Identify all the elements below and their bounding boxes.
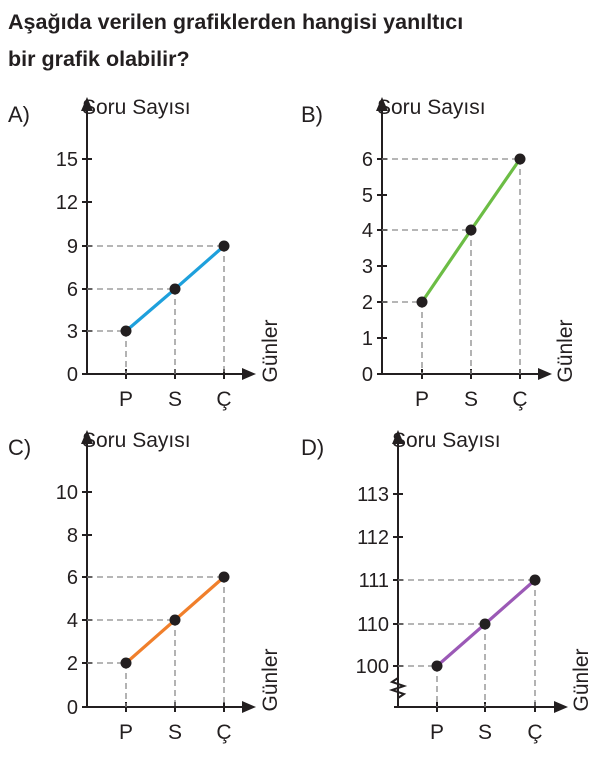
chart-d-y-axis-arrow xyxy=(392,430,404,444)
chart-d-x-tick-label: P xyxy=(430,721,444,744)
chart-c-option-label: C) xyxy=(8,435,31,460)
chart-c-x-axis-arrow xyxy=(242,701,256,713)
chart-d-x-axis-arrow xyxy=(554,701,568,713)
chart-d-x-tick-label: S xyxy=(478,721,492,744)
chart-d-x-tick-label: Ç xyxy=(527,721,542,744)
chart-d-y-tick-label: 110 xyxy=(357,614,389,636)
chart-c-data-point xyxy=(218,571,230,583)
chart-a-x-tick-label: P xyxy=(119,388,133,411)
chart-c-y-tick-label: 4 xyxy=(67,610,78,632)
chart-b-option-label: B) xyxy=(301,102,323,127)
chart-b-x-tick-label: S xyxy=(464,388,478,411)
chart-c-y-tick-label: 6 xyxy=(67,567,78,589)
chart-c-ylabel: Soru Sayısı xyxy=(82,429,191,452)
chart-c-y-tick-label: 2 xyxy=(67,653,78,675)
chart-c-xlabel: Günler xyxy=(259,648,282,711)
chart-a-ylabel: Soru Sayısı xyxy=(82,96,191,119)
chart-b-x-tick-label: Ç xyxy=(512,388,527,411)
chart-a-y-tick-label: 6 xyxy=(67,279,78,301)
chart-d-data-point xyxy=(479,618,491,630)
chart-c-y-axis-arrow xyxy=(81,430,93,444)
chart-d-data-point xyxy=(431,660,443,672)
chart-d-xlabel: Günler xyxy=(570,648,593,711)
chart-b-y-axis-arrow xyxy=(376,97,388,111)
chart-b-x-tick-label: P xyxy=(415,388,429,411)
chart-a-y-tick-label: 15 xyxy=(56,149,78,171)
chart-a-option-label: A) xyxy=(8,102,30,127)
question-line-2: bir grafik olabilir? xyxy=(8,47,190,71)
question-line-1: Aşağıda verilen grafiklerden hangisi yan… xyxy=(8,10,464,34)
chart-b-data-point xyxy=(465,224,477,236)
chart-b-ylabel: Soru Sayısı xyxy=(377,96,486,119)
chart-b-x-axis-arrow xyxy=(538,368,552,380)
chart-d-y-tick-label: 112 xyxy=(357,527,389,549)
chart-a-y-tick-label: 3 xyxy=(67,321,78,343)
chart-a-data-point xyxy=(120,325,132,337)
chart-b-y-tick-label: 1 xyxy=(362,328,373,350)
chart-c-y-tick-label: 0 xyxy=(67,697,78,719)
chart-b-data-point xyxy=(416,296,428,308)
chart-b-y-tick-label: 6 xyxy=(362,149,373,171)
chart-a-data-point xyxy=(169,283,181,295)
chart-d-ylabel: Soru Sayısı xyxy=(392,429,501,452)
chart-b-y-tick-label: 4 xyxy=(362,220,373,242)
chart-c-x-tick-label: S xyxy=(168,721,182,744)
chart-a-y-axis-arrow xyxy=(81,97,93,111)
chart-a-x-tick-label: S xyxy=(168,388,182,411)
chart-c-x-tick-label: Ç xyxy=(216,721,231,744)
chart-d-y-tick-label: 113 xyxy=(357,484,389,506)
chart-d-option-label: D) xyxy=(301,435,324,460)
chart-a-x-axis-arrow xyxy=(242,368,256,380)
chart-a-x-tick-label: Ç xyxy=(216,388,231,411)
chart-a-data-point xyxy=(218,240,230,252)
chart-d-y-tick-label: 111 xyxy=(359,570,389,592)
chart-a-y-tick-label: 12 xyxy=(56,192,78,214)
chart-b-data-point xyxy=(514,153,526,165)
chart-c-data-point xyxy=(120,657,132,669)
question-text: Aşağıda verilen grafiklerden hangisi yan… xyxy=(8,4,606,78)
chart-b-y-tick-label: 2 xyxy=(362,292,373,314)
chart-d-y-tick-label: 100 xyxy=(356,656,389,678)
chart-c-y-tick-label: 8 xyxy=(67,525,78,547)
chart-b-y-tick-label: 5 xyxy=(362,185,373,207)
chart-a-xlabel: Günler xyxy=(259,319,282,382)
chart-c-x-tick-label: P xyxy=(119,721,133,744)
chart-b-y-tick-label: 0 xyxy=(362,364,373,386)
chart-b-xlabel: Günler xyxy=(554,319,577,382)
chart-c-y-tick-label: 10 xyxy=(56,482,78,504)
chart-d-data-point xyxy=(529,574,541,586)
chart-a-y-tick-label: 0 xyxy=(67,364,78,386)
chart-b-y-tick-label: 3 xyxy=(362,256,373,278)
chart-a-y-tick-label: 9 xyxy=(67,236,78,258)
chart-d-axis-break xyxy=(388,677,408,699)
chart-c-data-point xyxy=(169,614,181,626)
